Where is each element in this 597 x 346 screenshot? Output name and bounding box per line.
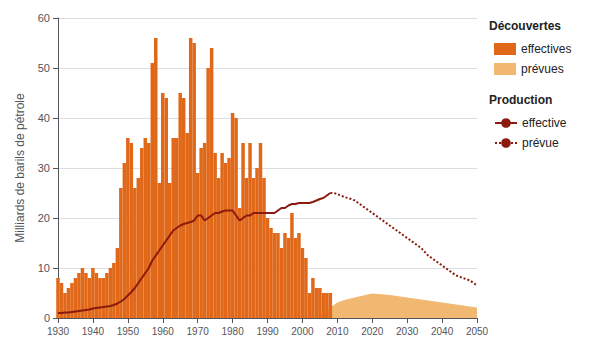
svg-text:effective: effective — [522, 116, 567, 130]
svg-text:2020: 2020 — [361, 326, 384, 337]
svg-text:1980: 1980 — [221, 326, 244, 337]
svg-text:2000: 2000 — [291, 326, 314, 337]
svg-text:effectives: effectives — [521, 42, 571, 56]
svg-text:0: 0 — [44, 312, 50, 324]
svg-text:60: 60 — [38, 12, 50, 24]
svg-text:1950: 1950 — [117, 326, 140, 337]
svg-text:2050: 2050 — [466, 326, 489, 337]
svg-text:2010: 2010 — [326, 326, 349, 337]
svg-text:10: 10 — [38, 262, 50, 274]
svg-text:Milliards de barils de pétrole: Milliards de barils de pétrole — [13, 93, 27, 243]
svg-text:20: 20 — [38, 212, 50, 224]
svg-text:Production: Production — [489, 93, 552, 107]
svg-text:1930: 1930 — [47, 326, 70, 337]
svg-text:1960: 1960 — [152, 326, 175, 337]
svg-text:2040: 2040 — [431, 326, 454, 337]
svg-text:1940: 1940 — [82, 326, 105, 337]
svg-text:Découvertes: Découvertes — [489, 19, 561, 33]
svg-text:2030: 2030 — [396, 326, 419, 337]
svg-text:40: 40 — [38, 112, 50, 124]
svg-text:30: 30 — [38, 162, 50, 174]
svg-text:50: 50 — [38, 62, 50, 74]
svg-text:prévue: prévue — [522, 136, 559, 150]
svg-text:1970: 1970 — [187, 326, 210, 337]
svg-text:prévues: prévues — [521, 62, 564, 76]
svg-text:1990: 1990 — [256, 326, 279, 337]
